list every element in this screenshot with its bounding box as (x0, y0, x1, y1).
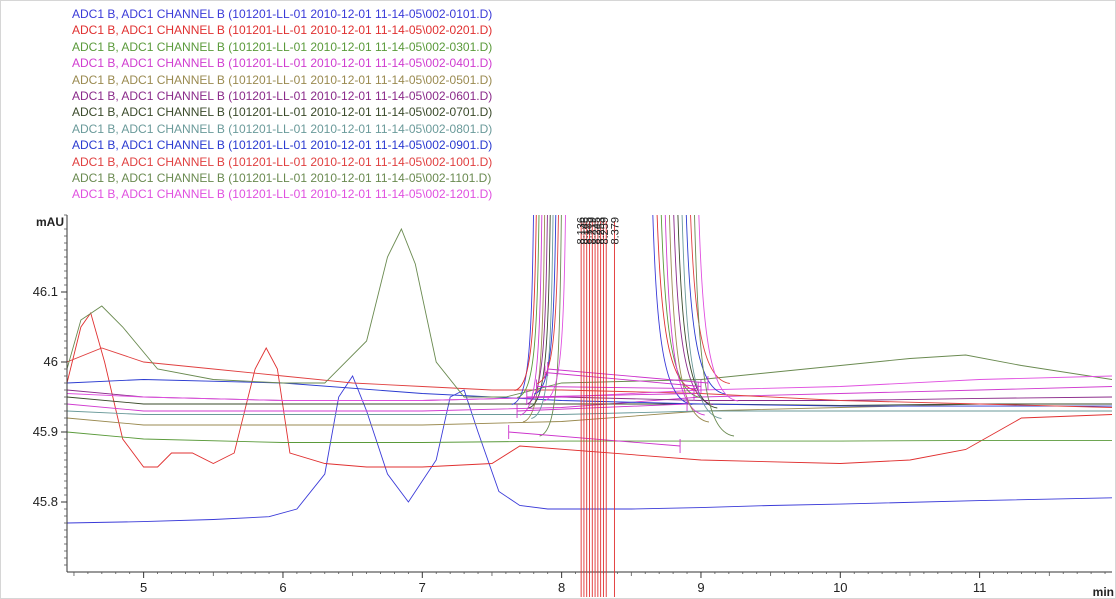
integration-baseline (526, 393, 695, 398)
x-tick-label: 5 (140, 580, 147, 595)
legend-entry: ADC1 B, ADC1 CHANNEL B (101201-LL-01 201… (72, 171, 492, 186)
x-tick-label: 9 (697, 580, 704, 595)
legend-entry: ADC1 B, ADC1 CHANNEL B (101201-LL-01 201… (72, 39, 493, 54)
main-peak-flank (543, 215, 739, 402)
series-line (67, 379, 1112, 407)
main-peak-flank (525, 215, 714, 405)
y-tick-label: 45.8 (33, 494, 58, 509)
peak-label: 8.245 (591, 217, 603, 245)
main-peak-flank (528, 215, 718, 409)
x-tick-label: 10 (833, 580, 847, 595)
main-peak-flank (522, 215, 709, 423)
peak-label: 8.136 (576, 217, 588, 245)
legend-entry: ADC1 B, ADC1 CHANNEL B (101201-LL-01 201… (72, 105, 493, 120)
main-peak-flank (517, 215, 701, 398)
legend-entry: ADC1 B, ADC1 CHANNEL B (101201-LL-01 201… (72, 72, 493, 87)
y-tick-label: 46 (44, 354, 58, 369)
legend: ADC1 B, ADC1 CHANNEL B (101201-LL-01 201… (72, 6, 492, 203)
x-axis-label: min (1093, 585, 1114, 599)
legend-entry: ADC1 B, ADC1 CHANNEL B (101201-LL-01 201… (72, 154, 493, 169)
legend-entry: ADC1 B, ADC1 CHANNEL B (101201-LL-01 201… (72, 89, 493, 104)
legend-entry: ADC1 B, ADC1 CHANNEL B (101201-LL-01 201… (72, 138, 493, 153)
x-tick-label: 6 (279, 580, 286, 595)
legend-entry: ADC1 B, ADC1 CHANNEL B (101201-LL-01 201… (72, 7, 493, 21)
y-tick-label: 45.9 (33, 424, 58, 439)
legend-entry: ADC1 B, ADC1 CHANNEL B (101201-LL-01 201… (72, 121, 493, 136)
main-peak-flank (511, 215, 693, 405)
peak-label: 8.185 (582, 217, 594, 245)
integration-baseline (547, 368, 708, 384)
main-peak-flank (533, 215, 726, 395)
peak-label: 8.219 (587, 217, 599, 245)
integration-baseline (508, 431, 681, 447)
main-peak-flank (514, 215, 697, 391)
series-line (67, 227, 1112, 398)
y-axis-label: mAU (36, 215, 64, 229)
series-line (67, 386, 1112, 412)
series-line (67, 375, 1112, 401)
x-tick-label: 8 (558, 580, 565, 595)
integration-baseline (517, 403, 688, 412)
integration-baseline (544, 372, 702, 387)
peak-label: 8.379 (609, 217, 621, 245)
series-line (67, 431, 1112, 443)
legend-entry: ADC1 B, ADC1 CHANNEL B (101201-LL-01 201… (72, 187, 493, 202)
legend-entry: ADC1 B, ADC1 CHANNEL B (101201-LL-01 201… (72, 56, 493, 71)
main-peak-flank (536, 215, 730, 384)
integration-baseline (536, 386, 699, 390)
series-line (67, 311, 1112, 468)
series-line (67, 396, 1112, 406)
series-line (67, 375, 1112, 524)
peak-label: 8.259 (599, 217, 611, 245)
peak-label: 8.253 (595, 217, 607, 245)
series-line (67, 403, 1112, 426)
x-tick-label: 7 (419, 580, 426, 595)
legend-entry: ADC1 B, ADC1 CHANNEL B (101201-LL-01 201… (72, 23, 493, 38)
peak-label: 8.146 (579, 217, 591, 245)
y-tick-label: 46.1 (33, 284, 58, 299)
series-line (67, 410, 1112, 415)
series-line (67, 347, 1112, 408)
x-tick-label: 11 (973, 580, 987, 595)
